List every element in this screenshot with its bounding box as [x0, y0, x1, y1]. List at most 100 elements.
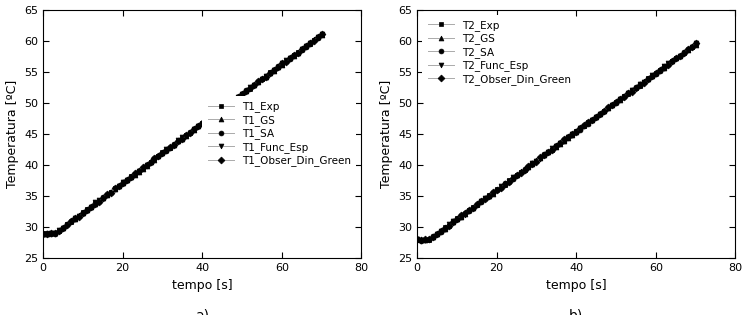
T1_GS — [118, 181, 127, 185]
T1_Exp — [178, 136, 187, 140]
T2_Func_Esp — [552, 145, 561, 148]
T1_SA — [118, 180, 127, 184]
T1_Obser_Din_Green — [317, 32, 326, 36]
T1_GS — [206, 117, 215, 120]
T1_Obser_Din_Green — [118, 181, 127, 185]
T1_Obser_Din_Green — [142, 163, 151, 166]
T2_GS — [583, 121, 592, 125]
T2_Func_Esp — [691, 42, 700, 45]
T1_Exp — [209, 113, 218, 117]
T2_Func_Esp — [420, 238, 429, 242]
T1_Obser_Din_Green — [206, 117, 215, 120]
T1_GS — [46, 231, 55, 235]
T2_SA — [413, 238, 422, 242]
X-axis label: tempo [s]: tempo [s] — [172, 279, 233, 292]
T2_Obser_Din_Green — [425, 237, 434, 241]
T2_Obser_Din_Green — [417, 238, 426, 242]
T2_GS — [420, 238, 429, 242]
T2_Exp — [679, 51, 688, 55]
T2_GS — [628, 89, 637, 92]
T2_SA — [583, 122, 592, 125]
T1_Func_Esp — [206, 115, 215, 119]
Line: T1_Obser_Din_Green: T1_Obser_Din_Green — [40, 32, 324, 237]
T2_SA — [691, 42, 700, 46]
Legend: T1_Exp, T1_GS, T1_SA, T1_Func_Esp, T1_Obser_Din_Green: T1_Exp, T1_GS, T1_SA, T1_Func_Esp, T1_Ob… — [203, 96, 356, 172]
T2_Exp — [552, 145, 561, 149]
T2_SA — [552, 144, 561, 148]
Line: T1_GS: T1_GS — [40, 32, 324, 237]
T2_Obser_Din_Green — [679, 51, 688, 55]
T1_SA — [301, 45, 310, 49]
T2_Obser_Din_Green — [628, 90, 637, 94]
T1_SA — [317, 32, 326, 36]
Legend: T2_Exp, T2_GS, T2_SA, T2_Func_Esp, T2_Obser_Din_Green: T2_Exp, T2_GS, T2_SA, T2_Func_Esp, T2_Ob… — [423, 15, 576, 90]
T1_Obser_Din_Green — [46, 232, 55, 235]
T1_SA — [174, 139, 183, 142]
T2_Obser_Din_Green — [496, 186, 505, 190]
T1_Exp — [317, 33, 326, 37]
T2_Exp — [583, 121, 592, 124]
Text: b): b) — [569, 308, 583, 315]
T2_Exp — [420, 238, 429, 241]
T2_GS — [691, 43, 700, 47]
T1_GS — [317, 33, 326, 37]
Text: a): a) — [195, 308, 209, 315]
T1_Exp — [43, 232, 52, 236]
Line: T1_Exp: T1_Exp — [40, 33, 324, 236]
Line: T2_GS: T2_GS — [414, 42, 698, 243]
T1_SA — [46, 232, 55, 236]
T2_Obser_Din_Green — [552, 144, 561, 147]
Y-axis label: Temperatura [ºC]: Temperatura [ºC] — [5, 80, 19, 188]
T1_GS — [301, 44, 310, 48]
Line: T2_SA: T2_SA — [414, 42, 698, 243]
T2_Func_Esp — [425, 238, 434, 242]
T2_Exp — [496, 185, 505, 189]
T1_Obser_Din_Green — [174, 139, 183, 143]
T2_Exp — [425, 238, 434, 242]
Line: T1_SA: T1_SA — [40, 32, 324, 237]
T2_Func_Esp — [628, 89, 637, 92]
T2_GS — [496, 185, 505, 189]
Line: T2_Func_Esp: T2_Func_Esp — [414, 41, 698, 243]
T1_GS — [142, 164, 151, 168]
T1_GS — [174, 140, 183, 143]
T2_GS — [425, 238, 434, 241]
T1_Obser_Din_Green — [301, 44, 310, 48]
T2_Obser_Din_Green — [691, 42, 700, 45]
T1_SA — [142, 163, 151, 167]
T2_SA — [679, 50, 688, 54]
T2_Obser_Din_Green — [413, 238, 422, 241]
T2_GS — [413, 238, 422, 241]
T1_Func_Esp — [317, 32, 326, 36]
T1_GS — [39, 232, 48, 236]
T2_Func_Esp — [496, 184, 505, 188]
T2_Exp — [691, 42, 700, 46]
T1_Obser_Din_Green — [39, 232, 48, 236]
T2_GS — [679, 50, 688, 54]
T1_Func_Esp — [46, 231, 55, 235]
T2_SA — [628, 89, 637, 92]
T2_Exp — [628, 89, 637, 93]
T1_Exp — [122, 178, 131, 182]
T2_Func_Esp — [413, 238, 422, 241]
T1_Func_Esp — [174, 139, 183, 142]
Line: T2_Obser_Din_Green: T2_Obser_Din_Green — [414, 41, 698, 243]
T1_Exp — [51, 231, 60, 235]
T1_Func_Esp — [301, 44, 310, 48]
Line: T2_Exp: T2_Exp — [414, 42, 698, 243]
X-axis label: tempo [s]: tempo [s] — [546, 279, 607, 292]
T1_Exp — [305, 42, 314, 45]
T2_SA — [417, 239, 426, 243]
T1_SA — [39, 232, 48, 236]
T1_Exp — [254, 80, 263, 84]
T2_Func_Esp — [679, 51, 688, 54]
T1_Func_Esp — [39, 232, 48, 236]
T2_Obser_Din_Green — [583, 120, 592, 124]
T2_SA — [425, 237, 434, 241]
T1_Func_Esp — [118, 180, 127, 184]
T2_Exp — [413, 238, 422, 241]
T2_GS — [552, 145, 561, 148]
T2_SA — [496, 185, 505, 188]
T1_Func_Esp — [142, 163, 151, 167]
Y-axis label: Temperatura [ºC]: Temperatura [ºC] — [379, 80, 393, 188]
